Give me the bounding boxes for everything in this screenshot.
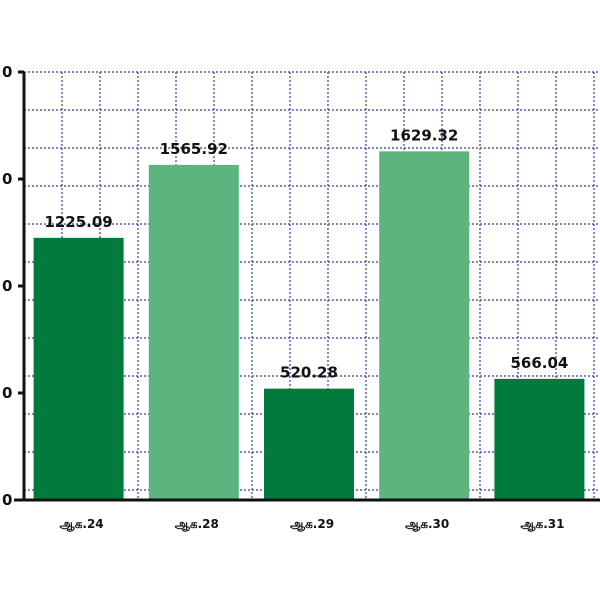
data-label: 1565.92	[160, 140, 228, 158]
x-tick-label: ஆக.24	[60, 517, 104, 532]
category-labels: ஆக.24 ஆக.28 ஆக.29 ஆக.30 ஆக.31	[60, 517, 565, 532]
y-tick-label: 0	[2, 277, 12, 295]
data-label: 1629.32	[390, 126, 458, 144]
data-labels: 1225.09 1565.92 520.28 1629.32 566.04	[44, 126, 568, 381]
bars	[33, 151, 585, 501]
data-label: 520.28	[280, 364, 338, 382]
x-tick-label: ஆக.29	[290, 517, 334, 532]
bar	[264, 388, 354, 500]
bar	[494, 378, 585, 500]
bar	[148, 164, 239, 500]
x-tick-label: ஆக.28	[175, 517, 219, 532]
y-tick-label: 0	[2, 63, 12, 81]
y-tick-label: 0	[2, 491, 12, 509]
bar	[33, 237, 124, 500]
data-label: 566.04	[510, 354, 568, 372]
y-tick-label: 0	[2, 170, 12, 188]
bar	[379, 151, 470, 501]
y-tick-label: 0	[2, 384, 12, 402]
x-tick-label: ஆக.30	[405, 517, 449, 532]
x-tick-label: ஆக.31	[520, 517, 564, 532]
y-ticks: 0 0 0 0 0	[2, 63, 24, 509]
data-label: 1225.09	[44, 213, 112, 231]
